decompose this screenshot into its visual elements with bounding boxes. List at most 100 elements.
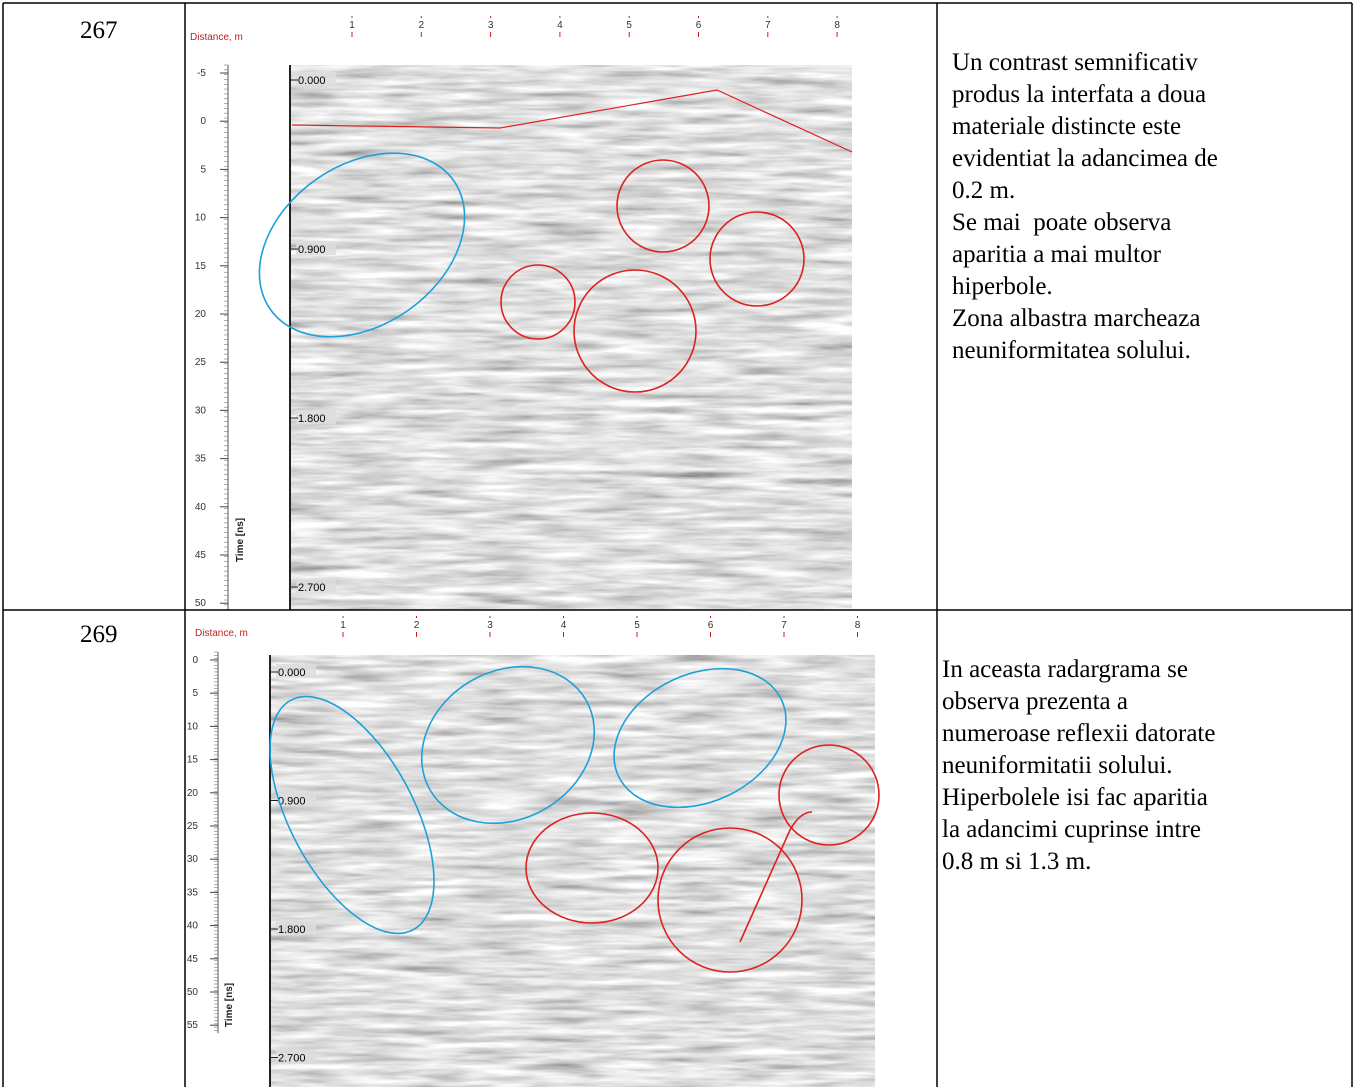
time-tick-label: 45 <box>187 954 199 965</box>
distance-tick-label: 4 <box>557 20 563 31</box>
description-line: Un contrast semnificativ <box>952 49 1198 76</box>
description-line: numeroase reflexii datorate <box>942 720 1215 747</box>
radargram-image <box>270 655 875 1087</box>
description-line: materiale distincte este <box>952 113 1181 140</box>
row-id: 269 <box>80 621 118 648</box>
hyperbola-circle <box>573 269 697 393</box>
distance-tick-label: 3 <box>487 620 493 631</box>
time-tick-label: 40 <box>187 921 199 932</box>
depth-label: 0.900 <box>278 796 306 808</box>
distance-tick-label: 1 <box>349 20 355 31</box>
time-tick-label: 35 <box>195 454 207 465</box>
annotations-2 <box>269 665 880 973</box>
annotation-line <box>739 811 813 943</box>
time-tick-label: -5 <box>197 68 206 79</box>
distance-tick-label: 6 <box>696 20 702 31</box>
depth-label-bg <box>276 1049 316 1064</box>
depth-label-bg <box>296 241 336 255</box>
depth-label-bg <box>276 921 316 935</box>
row-id: 267 <box>80 17 118 44</box>
description-line: Hiperbolele isi fac aparitia <box>942 784 1208 811</box>
description-line: evidentiat la adancimea de <box>952 145 1218 172</box>
time-tick-label: 15 <box>195 261 207 272</box>
distance-tick-label: 2 <box>419 20 425 31</box>
hyperbola-circle <box>709 211 805 307</box>
depth-label: 0.000 <box>298 75 326 87</box>
time-tick-label: 30 <box>187 854 199 865</box>
time-tick-label: 0 <box>200 116 206 127</box>
time-tick-label: 25 <box>195 357 207 368</box>
hyperbola-circle <box>616 159 710 253</box>
zone-ellipse <box>269 695 435 935</box>
annotations-1 <box>258 89 853 393</box>
radargram: Distance, m1 2 3 4 5 6 7 8-50510152025303540455… <box>186 4 856 610</box>
hyperbola-circle <box>778 744 880 846</box>
time-tick-label: 30 <box>195 405 207 416</box>
depth-label-bg <box>296 410 336 424</box>
zone-ellipse <box>258 152 466 338</box>
depth-label-bg <box>276 792 316 807</box>
time-tick-label: 55 <box>187 1020 199 1031</box>
depth-label: 2.700 <box>278 1053 306 1065</box>
time-tick-label: 15 <box>187 755 199 766</box>
description-line: la adancimi cuprinse intre <box>942 816 1201 843</box>
time-tick-label: 20 <box>187 788 199 799</box>
distance-tick-label: 7 <box>781 620 787 631</box>
time-tick-label: 20 <box>195 309 207 320</box>
time-tick-label: 50 <box>195 598 207 609</box>
description-line: Zona albastra marcheaza <box>952 305 1200 332</box>
depth-label-bg <box>296 579 336 593</box>
description-line: aparitia a mai multor <box>952 241 1162 268</box>
radargram-image <box>290 65 852 610</box>
distance-tick-label: 8 <box>834 20 840 31</box>
hyperbola-circle <box>525 812 659 924</box>
zone-ellipse <box>420 665 596 825</box>
distance-tick-label: 5 <box>634 620 640 631</box>
distance-tick-label: 8 <box>855 620 861 631</box>
distance-tick-label: 5 <box>626 20 632 31</box>
depth-label-bg <box>276 664 316 678</box>
time-tick-label: 10 <box>195 213 207 224</box>
distance-tick-label: 4 <box>561 620 567 631</box>
distance-tick-label: 2 <box>414 620 420 631</box>
time-tick-label: 10 <box>187 721 199 732</box>
depth-label-bg <box>296 72 336 86</box>
depth-label: 2.700 <box>298 582 326 594</box>
distance-tick-label: 6 <box>708 620 714 631</box>
time-label: Time [ns] <box>224 983 235 1027</box>
hyperbola-circle <box>657 827 803 973</box>
description-line: produs la interfata a doua <box>952 81 1206 108</box>
time-tick-label: 50 <box>187 987 199 998</box>
distance-tick-label: 3 <box>488 20 494 31</box>
distance-label: Distance, m <box>190 32 243 43</box>
time-tick-label: 25 <box>187 821 199 832</box>
depth-label: 1.800 <box>278 924 306 936</box>
time-tick-label: 45 <box>195 550 207 561</box>
description-line: 0.2 m. <box>952 177 1015 204</box>
depth-label: 0.900 <box>298 244 326 256</box>
description-line: hiperbole. <box>952 273 1053 300</box>
radargram: Distance, m1 2 3 4 5 6 7 8051015202530354045505… <box>187 614 875 1087</box>
description-line: Se mai poate observa <box>952 209 1171 236</box>
hyperbola-circle <box>500 264 576 340</box>
interface-line <box>291 89 853 153</box>
depth-label: 1.800 <box>298 413 326 425</box>
description-line: observa prezenta a <box>942 688 1128 715</box>
time-label: Time [ns] <box>235 518 246 562</box>
description-line: neuniformitatea solului. <box>952 337 1191 364</box>
time-tick-label: 40 <box>195 502 207 513</box>
distance-label: Distance, m <box>195 628 248 639</box>
time-tick-label: 0 <box>192 655 198 666</box>
time-tick-label: 5 <box>200 164 206 175</box>
zone-ellipse <box>613 667 787 809</box>
time-tick-label: 5 <box>192 688 198 699</box>
description-line: 0.8 m si 1.3 m. <box>942 848 1091 875</box>
description-line: neuniformitatii solului. <box>942 752 1173 779</box>
distance-tick-label: 7 <box>765 20 771 31</box>
time-tick-label: 35 <box>187 887 199 898</box>
description-line: In aceasta radargrama se <box>942 656 1188 683</box>
depth-label: 0.000 <box>278 667 306 679</box>
distance-tick-label: 1 <box>340 620 346 631</box>
